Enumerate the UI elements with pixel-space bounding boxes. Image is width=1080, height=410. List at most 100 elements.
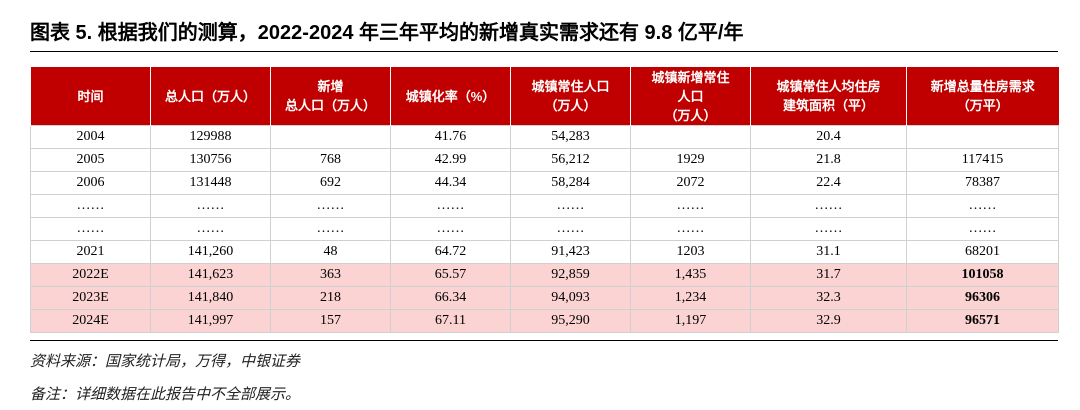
table-cell: 22.4 <box>750 171 907 195</box>
header-line: （万人） <box>544 98 597 113</box>
header-line: 时间 <box>77 88 104 104</box>
column-header: 时间 <box>30 67 151 126</box>
table-cell: 41.76 <box>390 125 511 149</box>
table-cell: 1,197 <box>630 309 751 333</box>
table-cell: 129988 <box>150 125 271 149</box>
table-cell: …… <box>630 217 751 241</box>
note: 资料来源：国家统计局，万得，中银证券 <box>30 354 301 370</box>
table-cell: 2022E <box>30 263 151 287</box>
header-line: 新增 <box>317 79 344 94</box>
table-cell: 2006 <box>30 171 151 195</box>
column-header: 城镇新增常住 人口 （万人） <box>630 67 751 126</box>
table-cell: …… <box>150 217 271 241</box>
table-cell: 1,234 <box>630 286 751 310</box>
table-cell: 2023E <box>30 286 151 310</box>
rule <box>30 51 1058 52</box>
header-line: 建筑面积（平） <box>782 98 874 113</box>
table-cell: 141,997 <box>150 309 271 333</box>
table-cell: …… <box>270 217 391 241</box>
table-row: 2005 130756 768 42.99 56,212 1929 21.8 117415 <box>30 148 1059 172</box>
table-cell: 31.1 <box>750 240 907 264</box>
table-cell: 21.8 <box>750 148 907 172</box>
table-cell: 141,260 <box>150 240 271 264</box>
table-cell: …… <box>510 194 631 218</box>
header-row: 时间 总人口（万人） 新增 总人口（万人） 城镇化率（%） 城镇常住人口 （万人） 城镇新增常… <box>30 67 1059 126</box>
data-table: 时间 总人口（万人） 新增 总人口（万人） 城镇化率（%） 城镇常住人口 （万人） 城镇新增常… <box>30 67 1059 333</box>
column-header: 城镇化率（%） <box>390 67 511 126</box>
table-cell: 2004 <box>30 125 151 149</box>
column-header: 新增总量住房需求 （万平） <box>906 67 1059 126</box>
table-cell: 78387 <box>906 171 1059 195</box>
table-cell: …… <box>390 194 511 218</box>
table-cell: 1,435 <box>630 263 751 287</box>
table-row: 2004 129988 41.76 54,283 20.4 <box>30 125 1059 149</box>
table-row: 2023E 141,840 218 66.34 94,093 1,234 32.3 96306 <box>30 286 1059 310</box>
table-cell: 157 <box>270 309 391 333</box>
table-cell: 363 <box>270 263 391 287</box>
table-row: 2006 131448 692 44.34 58,284 2072 22.4 78387 <box>30 171 1059 195</box>
table-cell: 58,284 <box>510 171 631 195</box>
table-row: 2022E 141,623 363 65.57 92,859 1,435 31.7 10105… <box>30 263 1059 287</box>
header-line: 新增总量住房需求 <box>930 79 1035 94</box>
table-cell: …… <box>30 194 151 218</box>
table-cell: 131448 <box>150 171 271 195</box>
table-cell: 20.4 <box>750 125 907 149</box>
table-cell <box>270 125 391 149</box>
table-cell: …… <box>906 217 1059 241</box>
table-cell: 692 <box>270 171 391 195</box>
table-cell: …… <box>270 194 391 218</box>
column-header: 新增总人口（万人） <box>270 67 391 126</box>
table-cell: 768 <box>270 148 391 172</box>
header-line: 城镇常住人口 <box>531 79 610 94</box>
table-cell: …… <box>30 217 151 241</box>
header-line: （万人） <box>664 107 717 123</box>
table-cell: 1203 <box>630 240 751 264</box>
table-cell: 2021 <box>30 240 151 264</box>
table-cell: 66.34 <box>390 286 511 310</box>
table-cell <box>630 125 751 149</box>
header-line: 总人口（万人） <box>284 98 376 113</box>
table-cell: 65.57 <box>390 263 511 287</box>
table-cell: 32.3 <box>750 286 907 310</box>
table-cell: …… <box>510 217 631 241</box>
table-cell: 2072 <box>630 171 751 195</box>
column-header: 总人口（万人） <box>150 67 271 126</box>
table-cell: 95,290 <box>510 309 631 333</box>
title: 图表 5. 根据我们的测算，2022-2024 年三年平均的新增真实需求还有 9… <box>30 22 744 44</box>
table-cell: 56,212 <box>510 148 631 172</box>
header-line: （万平） <box>956 98 1009 113</box>
table-cell: 101058 <box>906 263 1059 287</box>
table-cell: 2005 <box>30 148 151 172</box>
note: 备注：详细数据在此报告中不全部展示。 <box>30 387 301 403</box>
table-cell: 130756 <box>150 148 271 172</box>
table-cell: 44.34 <box>390 171 511 195</box>
table-cell: …… <box>750 194 907 218</box>
header-line: 人口 <box>677 88 704 104</box>
table-cell: 64.72 <box>390 240 511 264</box>
table-row: 2024E 141,997 157 67.11 95,290 1,197 32.9 96571 <box>30 309 1059 333</box>
table-cell: 117415 <box>906 148 1059 172</box>
table-cell: 31.7 <box>750 263 907 287</box>
table-cell: 1929 <box>630 148 751 172</box>
table-cell: 96571 <box>906 309 1059 333</box>
table-cell: …… <box>906 194 1059 218</box>
header-line: 总人口（万人） <box>164 88 256 104</box>
table-cell: …… <box>750 217 907 241</box>
table-cell: 2024E <box>30 309 151 333</box>
header-line: 城镇新增常住 <box>651 69 730 85</box>
table-cell: 92,859 <box>510 263 631 287</box>
table-cell: 141,840 <box>150 286 271 310</box>
table-cell: 68201 <box>906 240 1059 264</box>
table-cell: 94,093 <box>510 286 631 310</box>
table-cell: …… <box>630 194 751 218</box>
table-row: ………………………………………… <box>30 217 1059 241</box>
table-cell: 91,423 <box>510 240 631 264</box>
table-cell: 96306 <box>906 286 1059 310</box>
header-line: 城镇常住人均住房 <box>776 79 881 94</box>
column-header: 城镇常住人均住房 建筑面积（平） <box>750 67 907 126</box>
table-row: 2021 141,260 48 64.72 91,423 1203 31.1 68201 <box>30 240 1059 264</box>
table-cell: …… <box>150 194 271 218</box>
table-cell <box>906 125 1059 149</box>
table-cell: 218 <box>270 286 391 310</box>
